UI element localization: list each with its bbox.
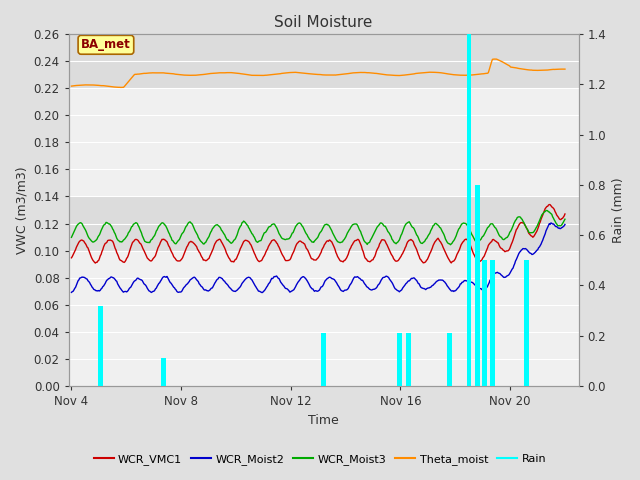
Bar	[447, 333, 452, 386]
Y-axis label: VWC (m3/m3): VWC (m3/m3)	[15, 166, 28, 254]
Bar	[482, 260, 486, 386]
Bar	[524, 260, 529, 386]
Bar	[68, 196, 579, 251]
Bar	[406, 333, 411, 386]
Bar	[467, 34, 472, 386]
Bar	[98, 306, 102, 386]
X-axis label: Time: Time	[308, 414, 339, 427]
Bar	[475, 185, 480, 386]
Bar	[490, 260, 495, 386]
Bar	[161, 359, 166, 386]
Text: BA_met: BA_met	[81, 38, 131, 51]
Bar	[68, 34, 579, 88]
Title: Soil Moisture: Soil Moisture	[275, 15, 373, 30]
Legend: WCR_VMC1, WCR_Moist2, WCR_Moist3, Theta_moist, Rain: WCR_VMC1, WCR_Moist2, WCR_Moist3, Theta_…	[89, 450, 551, 469]
Y-axis label: Rain (mm): Rain (mm)	[612, 177, 625, 243]
Bar	[397, 333, 401, 386]
Bar	[321, 333, 326, 386]
